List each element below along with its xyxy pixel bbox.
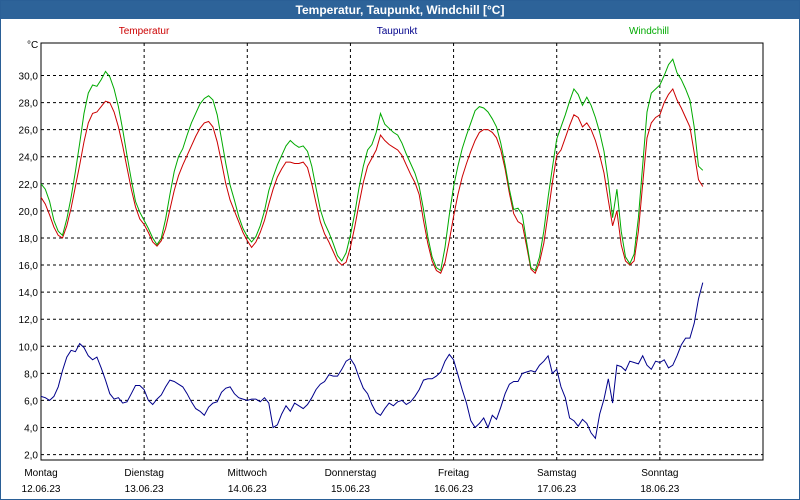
y-tick-label: 10,0 [19,342,39,353]
series-line-taupunkt [40,282,704,440]
grid [41,43,763,460]
series-line-windchill [40,58,704,272]
series-lines [40,58,704,440]
day-name-label: Freitag [438,468,469,479]
y-tick-label: 20,0 [19,207,39,218]
day-name-label: Donnerstag [325,468,377,479]
y-tick-label: 18,0 [19,234,39,245]
y-tick-label: 16,0 [19,261,39,272]
day-date-label: 12.06.23 [22,484,61,495]
y-tick-label: 6,0 [24,396,38,407]
chart-title: Temperatur, Taupunkt, Windchill [°C] [1,1,799,19]
day-date-label: 18.06.23 [640,484,679,495]
legend: Temperatur Taupunkt Windchill [119,26,669,37]
y-tick-label: 22,0 [19,180,39,191]
y-tick-labels: 2,0 4,0 6,0 8,0 10,0 12,0 14,0 16,0 18,0 20,0 22,0… [19,71,39,461]
day-name-label: Dienstag [124,468,163,479]
y-tick-label: 14,0 [19,288,39,299]
y-tick-label: 2,0 [24,451,38,462]
series-line-temperatur [40,88,704,275]
day-name-label: Mittwoch [228,468,267,479]
x-tick-labels: Montag 12.06.23 Dienstag 13.06.23 Mittwoch 14… [22,468,680,495]
day-date-label: 16.06.23 [434,484,473,495]
legend-entry-taupunkt: Taupunkt [377,26,418,37]
legend-entry-windchill: Windchill [629,26,669,37]
y-tick-label: 8,0 [24,369,38,380]
y-tick-label: 12,0 [19,315,39,326]
y-tick-label: 30,0 [19,71,39,82]
y-tick-label: 26,0 [19,126,39,137]
y-tick-label: 24,0 [19,153,39,164]
day-name-label: Sonntag [641,468,678,479]
y-tick-label: 4,0 [24,424,38,435]
day-name-label: Samstag [537,468,576,479]
day-date-label: 14.06.23 [228,484,267,495]
day-date-label: 13.06.23 [125,484,164,495]
day-name-label: Montag [24,468,57,479]
y-axis-label: °C [27,40,38,51]
day-date-label: 17.06.23 [537,484,576,495]
legend-entry-temperatur: Temperatur [119,26,170,37]
plot-area [40,42,764,461]
y-tick-label: 28,0 [19,99,39,110]
day-date-label: 15.06.23 [331,484,370,495]
